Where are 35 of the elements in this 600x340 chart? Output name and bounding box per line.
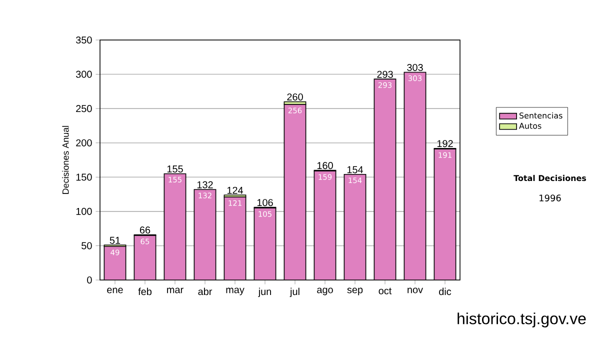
x-tick-label: ene — [107, 288, 123, 294]
y-tick-label: 100 — [76, 208, 92, 215]
x-tick-label: may — [226, 288, 244, 296]
x-tick-label: nov — [408, 288, 424, 294]
text: 1996 — [540, 194, 561, 202]
total-label: 106 — [257, 199, 273, 206]
total-label: 155 — [167, 166, 183, 173]
total-label: 51 — [110, 236, 120, 244]
total-label: 303 — [407, 64, 423, 72]
y-tick-label: 300 — [76, 70, 92, 78]
y-axis-title: Decisiones Anual — [62, 126, 69, 194]
x-tick-label: mar — [167, 288, 184, 294]
y-tick-label: 0 — [87, 276, 92, 284]
x-tick-label: jul — [290, 288, 300, 298]
x-tick-label: abr — [198, 288, 212, 296]
total-label: 132 — [197, 181, 213, 188]
y-tick-label: 150 — [76, 174, 92, 181]
x-tick-label: ago — [317, 288, 333, 296]
total-label: 66 — [140, 226, 150, 234]
total-label: 192 — [437, 140, 453, 148]
y-tick-label: 200 — [76, 139, 92, 146]
total-label: 260 — [287, 93, 303, 101]
x-tick-label: sep — [347, 288, 363, 296]
y-tick-label: 250 — [76, 105, 92, 112]
x-tick-label: feb — [138, 288, 152, 296]
total-label: 154 — [347, 166, 364, 174]
x-tick-label: jun — [258, 288, 271, 298]
total-label: 160 — [317, 162, 333, 170]
total-label: 124 — [227, 186, 244, 194]
y-tick-label: 350 — [76, 36, 92, 44]
total-label: 293 — [377, 70, 393, 78]
text: historico.tsj.gov.ve — [458, 312, 586, 328]
y-tick-label: 50 — [82, 242, 92, 250]
x-tick-label: oct — [378, 288, 392, 294]
x-tick-label: dic — [439, 288, 452, 296]
